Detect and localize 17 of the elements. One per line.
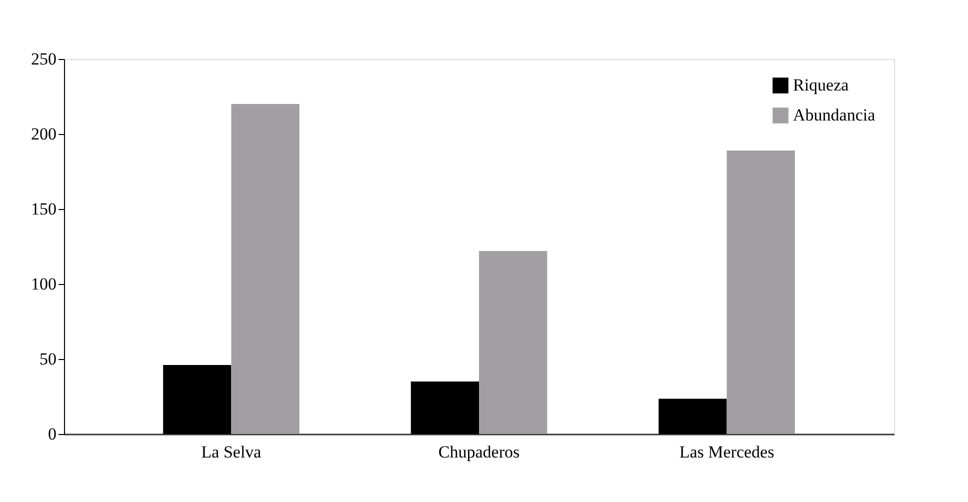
bar xyxy=(163,365,232,434)
y-tick-label: 100 xyxy=(31,274,56,294)
legend-label: Abundancia xyxy=(793,106,876,124)
legend-label: Riqueza xyxy=(793,76,850,94)
bar xyxy=(479,251,548,434)
x-tick-label: La Selva xyxy=(201,442,262,462)
x-tick-label: Chupaderos xyxy=(438,442,520,462)
y-tick-label: 50 xyxy=(40,350,56,368)
bar xyxy=(658,398,727,434)
bar xyxy=(231,104,300,434)
y-tick-label: 150 xyxy=(31,200,56,218)
bar xyxy=(726,150,795,434)
y-tick-label: 0 xyxy=(48,424,56,444)
x-tick-label: Las Mercedes xyxy=(679,442,774,462)
y-tick-label: 200 xyxy=(31,124,56,144)
bar xyxy=(410,382,479,434)
y-tick-label: 250 xyxy=(31,50,56,68)
